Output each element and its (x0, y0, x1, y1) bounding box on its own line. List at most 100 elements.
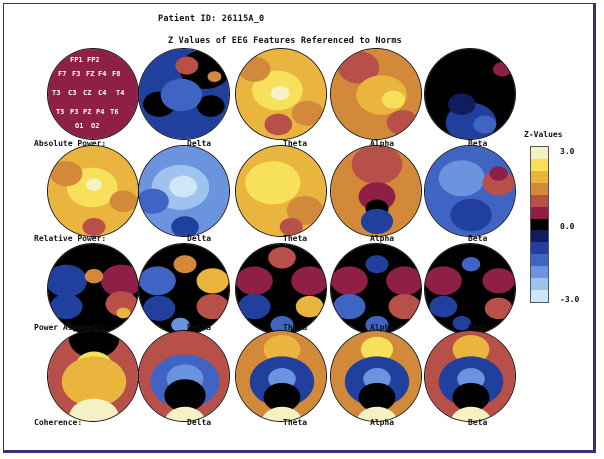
map-region (484, 297, 513, 320)
map-region (164, 406, 206, 421)
electrode-t6: T6 (110, 108, 119, 116)
map-region (429, 295, 458, 318)
map-region (50, 293, 83, 320)
map-rel-theta (235, 145, 327, 237)
colorbar-swatch (531, 242, 548, 255)
map-coh-total (47, 330, 139, 422)
row-label-relative-power: Relative Power: (34, 234, 107, 243)
map-region (207, 71, 222, 82)
map-1-3 (331, 146, 421, 236)
map-0-3 (331, 49, 421, 139)
map-region (116, 307, 131, 319)
electrode-fp2: FP2 (87, 56, 100, 64)
electrode-p4: P4 (96, 108, 105, 116)
map-2-0 (48, 244, 138, 334)
electrode-f8: F8 (112, 70, 121, 78)
colorbar-swatch (531, 290, 548, 302)
band-label: Theta (283, 418, 308, 427)
band-label: Delta (187, 234, 212, 243)
patient-id: Patient ID: 26115A_0 (158, 14, 265, 24)
map-region (263, 335, 301, 364)
map-region (270, 85, 290, 101)
map-region (358, 382, 396, 412)
colorbar-tick-max: 3.0 (560, 147, 575, 156)
map-region (100, 264, 138, 297)
band-label: Theta (283, 139, 308, 148)
electrode-pz: PZ (83, 108, 92, 116)
map-rel-alpha (330, 145, 422, 237)
electrode-o2: O2 (91, 122, 100, 130)
band-label: Theta (283, 234, 308, 243)
page-title: Z Values of EEG Features Referenced to N… (168, 36, 402, 46)
row-label-power-asymmetry: Power Asymmetry: (34, 323, 112, 332)
map-region (68, 331, 120, 359)
band-label: Alpha (370, 418, 395, 427)
band-label: Delta (187, 323, 212, 332)
map-region (382, 90, 406, 109)
electrode-t5: T5 (56, 108, 65, 116)
map-region (143, 295, 176, 321)
map-1-2 (236, 146, 326, 236)
map-region (48, 264, 88, 297)
map-region (279, 217, 303, 236)
map-region (82, 217, 106, 236)
map-region (175, 56, 199, 75)
colorbar-swatch (531, 266, 548, 279)
electrode-o1: O1 (75, 122, 84, 130)
electrode-t3: T3 (52, 89, 61, 97)
map-rel-delta (138, 145, 230, 237)
colorbar-swatch (531, 218, 548, 231)
colorbar-swatch (531, 158, 548, 171)
map-region (196, 95, 225, 117)
map-1-4 (425, 146, 515, 236)
map-asym-alpha (330, 243, 422, 335)
map-region (245, 161, 301, 205)
colorbar-swatch (531, 170, 548, 183)
map-abs-beta (424, 48, 516, 140)
map-region (105, 291, 138, 317)
map-coh-alpha (330, 330, 422, 422)
map-region (295, 295, 324, 318)
map-region (261, 406, 303, 421)
map-region (291, 100, 324, 126)
map-region (171, 216, 199, 236)
map-region (264, 113, 293, 136)
electrode-f3: F3 (72, 70, 81, 78)
map-region (263, 382, 301, 412)
map-region (333, 293, 366, 320)
map-region (365, 315, 389, 334)
map-region (337, 51, 380, 84)
colorbar-swatch (531, 147, 548, 159)
map-2-3 (331, 244, 421, 334)
map-0-1 (139, 49, 229, 139)
map-region (473, 115, 497, 134)
colorbar-swatch (531, 182, 548, 195)
map-region (360, 208, 394, 235)
colorbar-swatch (531, 206, 548, 219)
map-region (171, 317, 190, 333)
map-1-0 (48, 146, 138, 236)
map-region (268, 247, 296, 269)
map-region (448, 93, 476, 115)
map-2-1 (139, 244, 229, 334)
band-label: Theta (283, 323, 308, 332)
map-region (236, 266, 273, 296)
map-region (438, 160, 485, 197)
band-label: Beta (468, 234, 488, 243)
map-2-2 (236, 244, 326, 334)
map-region (286, 196, 324, 225)
map-region (84, 269, 104, 284)
map-region (164, 379, 206, 412)
colorbar-swatch (531, 254, 548, 267)
map-3-3 (331, 331, 421, 421)
band-label: Alpha (370, 234, 395, 243)
map-region (452, 335, 490, 364)
band-label: Delta (187, 418, 212, 427)
band-label: Delta (187, 139, 212, 148)
map-region (238, 293, 271, 320)
map-region (50, 161, 83, 187)
map-region (482, 268, 515, 294)
map-region (331, 266, 368, 296)
map-region (450, 198, 492, 232)
map-region (386, 266, 421, 296)
